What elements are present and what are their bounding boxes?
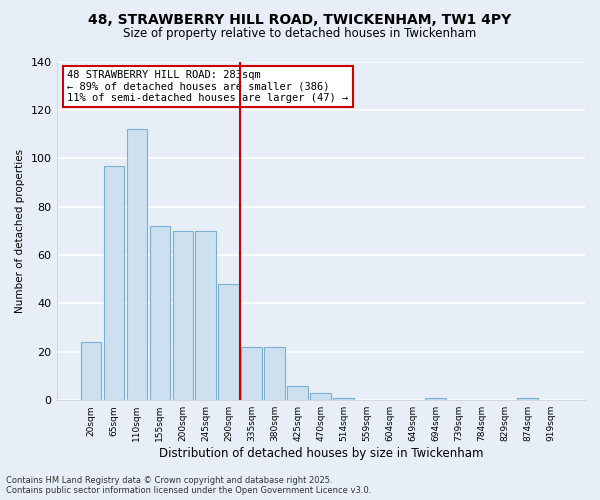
Bar (517, 398, 538, 400)
Bar (265, 347, 285, 400)
Bar (104, 166, 124, 400)
Bar (241, 347, 262, 400)
Bar (310, 393, 331, 400)
Y-axis label: Number of detached properties: Number of detached properties (15, 149, 25, 313)
Bar (218, 284, 239, 400)
Bar (127, 129, 147, 400)
Bar (80, 342, 101, 400)
Bar (196, 231, 216, 400)
Bar (173, 231, 193, 400)
X-axis label: Distribution of detached houses by size in Twickenham: Distribution of detached houses by size … (158, 447, 483, 460)
Text: Contains HM Land Registry data © Crown copyright and database right 2025.
Contai: Contains HM Land Registry data © Crown c… (6, 476, 371, 495)
Bar (425, 398, 446, 400)
Text: 48 STRAWBERRY HILL ROAD: 283sqm
← 89% of detached houses are smaller (386)
11% o: 48 STRAWBERRY HILL ROAD: 283sqm ← 89% of… (67, 70, 349, 103)
Bar (287, 386, 308, 400)
Bar (149, 226, 170, 400)
Bar (334, 398, 354, 400)
Text: Size of property relative to detached houses in Twickenham: Size of property relative to detached ho… (124, 28, 476, 40)
Text: 48, STRAWBERRY HILL ROAD, TWICKENHAM, TW1 4PY: 48, STRAWBERRY HILL ROAD, TWICKENHAM, TW… (88, 12, 512, 26)
